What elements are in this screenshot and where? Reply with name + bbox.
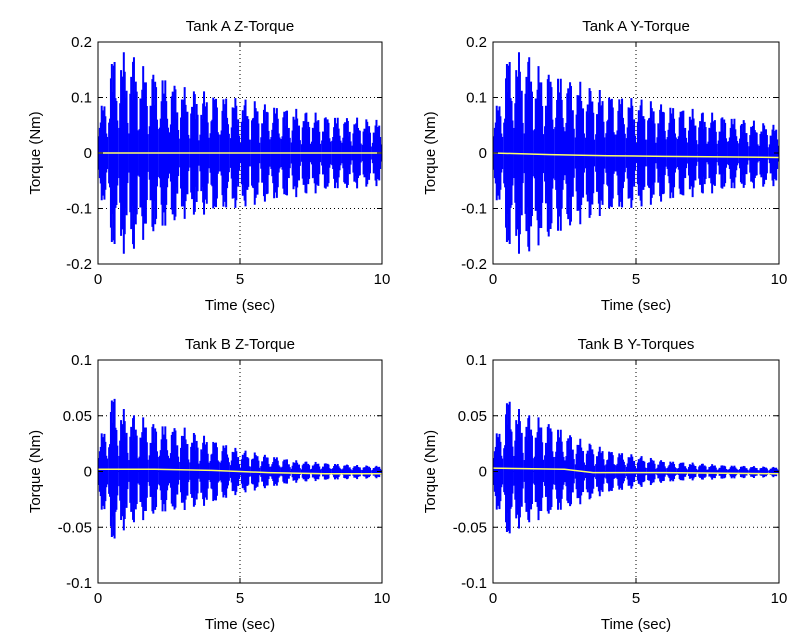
envelope-burst xyxy=(717,465,728,479)
envelope-burst xyxy=(270,457,281,486)
y-tick-label: 0.2 xyxy=(71,34,92,51)
panel-tank-b-y-torques: Tank B Y-Torques Time (sec) Torque (Nm) 0 5 1… xyxy=(422,336,787,633)
envelope-burst xyxy=(738,120,749,188)
mean-series-line xyxy=(492,152,780,159)
envelope-burst xyxy=(707,112,718,194)
envelope-burst xyxy=(707,464,718,480)
envelope-burst xyxy=(331,463,342,480)
mean-series-line xyxy=(492,467,780,475)
x-axis-label: Time (sec) xyxy=(205,297,275,314)
panel-tank-b-z-torque: Tank B Z-Torque Time (sec) Torque (Nm) 0 5 10… xyxy=(27,336,390,633)
y-tick-label: -0.1 xyxy=(461,201,487,218)
envelope-burst xyxy=(687,108,698,198)
y-tick-label: 0 xyxy=(479,145,487,162)
envelope-burst xyxy=(361,465,372,479)
envelope-burst xyxy=(310,461,322,482)
x-tick-label: 0 xyxy=(94,590,102,607)
x-tick-label: 5 xyxy=(236,271,244,288)
envelope-burst xyxy=(564,82,575,226)
y-tick-label: -0.1 xyxy=(66,575,92,592)
envelope-burst xyxy=(748,120,759,189)
envelope-burst xyxy=(595,90,606,216)
x-tick-label: 5 xyxy=(632,590,640,607)
envelope-burst xyxy=(656,104,667,202)
envelope-burst xyxy=(666,461,677,482)
envelope-burst xyxy=(625,98,637,208)
x-tick-label: 0 xyxy=(489,590,497,607)
envelope-burst xyxy=(584,88,596,218)
envelope-burst xyxy=(290,460,301,483)
y-tick-label: 0.1 xyxy=(466,90,487,107)
panel-tank-a-y-torque: Tank A Y-Torque Time (sec) Torque (Nm) 0 5 10… xyxy=(422,18,787,314)
envelope-burst xyxy=(280,459,291,484)
panel-tank-a-z-torque: Tank A Z-Torque Time (sec) Torque (Nm) 0 5 10… xyxy=(27,18,390,314)
envelope-burst xyxy=(697,112,708,194)
envelope-burst xyxy=(605,97,616,209)
envelope-burst xyxy=(625,454,637,489)
chart-title: Tank B Z-Torque xyxy=(185,336,295,353)
x-axis-label: Time (sec) xyxy=(601,297,671,314)
envelope-burst xyxy=(635,456,647,487)
envelope-burst xyxy=(758,123,769,187)
x-tick-label: 5 xyxy=(236,590,244,607)
x-tick-label: 10 xyxy=(374,590,391,607)
envelope-burst xyxy=(595,446,606,497)
chart-title: Tank A Z-Torque xyxy=(186,18,294,35)
y-axis-label: Torque (Nm) xyxy=(27,430,44,513)
y-axis-label: Torque (Nm) xyxy=(27,111,44,194)
x-axis-label: Time (sec) xyxy=(205,616,275,633)
envelope-burst xyxy=(260,454,271,489)
y-tick-label: 0.05 xyxy=(458,408,487,425)
envelope-burst xyxy=(635,99,647,207)
envelope-burst xyxy=(727,118,739,189)
envelope-burst xyxy=(717,117,728,189)
x-tick-label: 0 xyxy=(489,271,497,288)
envelope-burst xyxy=(697,463,708,480)
envelope-burst xyxy=(605,451,616,492)
chart-title: Tank A Y-Torque xyxy=(582,18,690,35)
mean-series-line xyxy=(98,468,382,475)
envelope-burst xyxy=(615,98,626,208)
y-tick-label: -0.05 xyxy=(58,519,92,536)
y-tick-label: -0.05 xyxy=(453,519,487,536)
y-tick-label: 0 xyxy=(479,464,487,481)
y-tick-label: 0.1 xyxy=(71,352,92,369)
y-tick-label: 0.1 xyxy=(71,90,92,107)
envelope-burst xyxy=(768,124,780,187)
y-tick-label: 0.2 xyxy=(466,34,487,51)
y-axis-label: Torque (Nm) xyxy=(422,111,439,194)
envelope-burst xyxy=(656,460,667,483)
y-tick-label: -0.2 xyxy=(66,256,92,273)
envelope-burst xyxy=(574,81,585,225)
x-tick-label: 0 xyxy=(94,271,102,288)
y-tick-label: 0.05 xyxy=(63,408,92,425)
envelope-burst xyxy=(351,464,362,480)
x-tick-label: 10 xyxy=(374,271,391,288)
envelope-burst xyxy=(666,107,677,199)
y-tick-label: 0 xyxy=(84,145,92,162)
y-tick-label: 0.1 xyxy=(466,352,487,369)
envelope-series xyxy=(492,52,780,254)
envelope-burst xyxy=(646,457,657,486)
y-tick-label: -0.1 xyxy=(66,201,92,218)
chart-title: Tank B Y-Torques xyxy=(578,336,695,353)
y-tick-label: -0.2 xyxy=(461,256,487,273)
x-axis-label: Time (sec) xyxy=(601,616,671,633)
x-tick-label: 10 xyxy=(771,590,788,607)
envelope-burst xyxy=(646,101,657,205)
x-tick-label: 10 xyxy=(771,271,788,288)
envelope-burst xyxy=(209,441,220,502)
envelope-burst xyxy=(748,466,759,479)
envelope-burst xyxy=(676,110,688,196)
y-axis-label: Torque (Nm) xyxy=(422,430,439,513)
envelope-burst xyxy=(300,461,312,482)
x-tick-label: 5 xyxy=(632,271,640,288)
y-tick-label: -0.1 xyxy=(461,575,487,592)
y-tick-label: 0 xyxy=(84,464,92,481)
envelope-burst xyxy=(615,453,626,490)
